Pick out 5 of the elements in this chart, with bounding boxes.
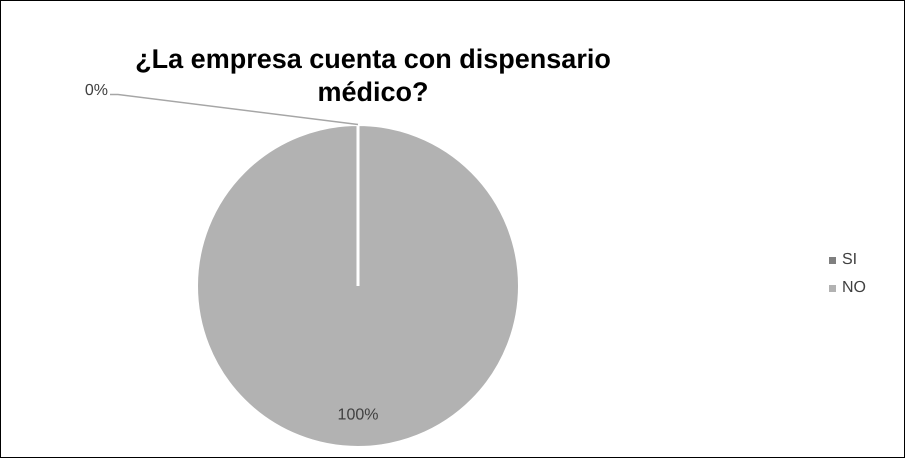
legend-label: NO bbox=[842, 279, 866, 297]
data-label: 100% bbox=[338, 406, 378, 424]
legend-label: SI bbox=[842, 251, 858, 269]
text: 0% bbox=[84, 82, 108, 99]
chart-title: ¿La empresa cuenta con dispensario médico? bbox=[134, 43, 612, 109]
